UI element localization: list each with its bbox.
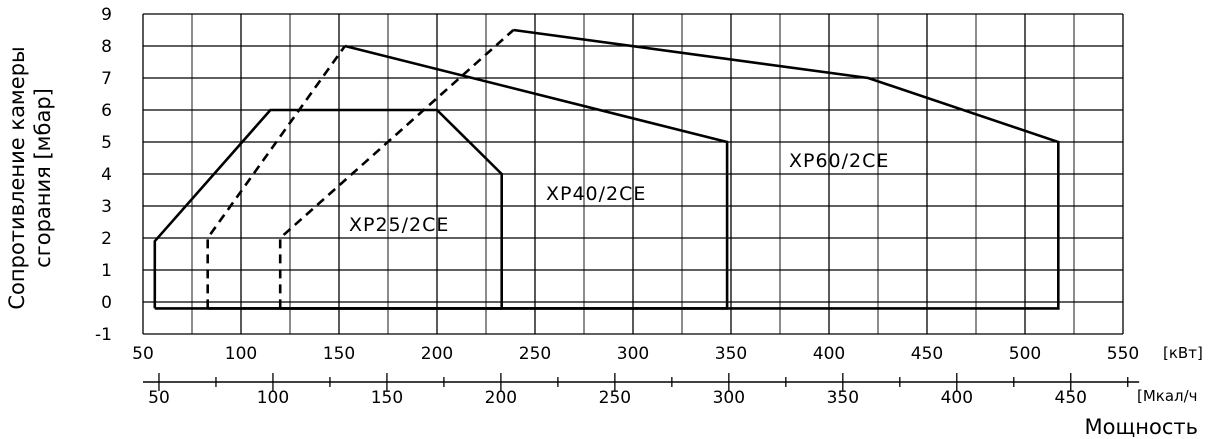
x-kw-tick-label: 150: [323, 344, 355, 364]
x-kw-tick-label: 200: [421, 344, 453, 364]
x-axis-label: Мощность: [1085, 415, 1198, 439]
series-label-xp60: XP60/2CE: [789, 150, 889, 172]
y-tick-label: 6: [101, 101, 112, 121]
x-unit-kw: [кВт]: [1163, 344, 1203, 362]
x-mcal-tick-label: 300: [713, 388, 745, 408]
x-kw-tick-label: 50: [132, 344, 154, 364]
y-tick-label: 4: [101, 165, 112, 185]
y-tick-label: 2: [101, 229, 112, 249]
x-unit-mcal: [Мкал/ч: [1137, 387, 1198, 405]
curves: [153, 28, 1060, 310]
curve-xp40-2ce: [207, 44, 729, 310]
x-mcal-tick-label: 250: [599, 388, 631, 408]
y-axis-label-line1: Сопротивление камеры: [5, 46, 29, 309]
curve-dashed-start: [206, 45, 346, 309]
x-mcal-tick-label: 400: [941, 388, 973, 408]
x-kw-tick-label: 550: [1107, 344, 1139, 364]
x-kw-tick-label: 300: [617, 344, 649, 364]
x-kw-tick-label: 500: [1009, 344, 1041, 364]
x-mcal-tick-label: 150: [371, 388, 403, 408]
x-kw-tick-label: 400: [813, 344, 845, 364]
x-mcal-tick-label: 450: [1055, 388, 1087, 408]
y-tick-label: 3: [101, 197, 112, 217]
y-tick-label: 1: [101, 261, 112, 281]
y-tick-label: 9: [101, 5, 112, 25]
grid: [142, 13, 1124, 335]
y-tick-label: 8: [101, 37, 112, 57]
x-axis-mcal: 50 100 150 200 250 300 350 400 450: [143, 373, 1140, 408]
x-mcal-tick-label: 100: [257, 388, 289, 408]
y-axis-ticks: -1 0 1 2 3 4 5 6 7 8 9: [95, 5, 112, 345]
x-kw-tick-label: 100: [225, 344, 257, 364]
x-mcal-tick-label: 50: [148, 388, 170, 408]
x-kw-tick-label: 350: [715, 344, 747, 364]
y-tick-label: 0: [101, 293, 112, 313]
y-axis-label-line2: сгорания [мбар]: [31, 88, 55, 268]
x-mcal-tick-label: 200: [485, 388, 517, 408]
x-kw-tick-label: 250: [519, 344, 551, 364]
curve-xp25-2ce: [153, 108, 504, 310]
x-axis-kw-ticks: 50 100 150 200 250 300 350 400 450 500 550: [132, 344, 1139, 364]
series-label-xp40: XP40/2CE: [546, 183, 646, 205]
curve-dashed-start: [278, 29, 515, 309]
y-tick-label: -1: [95, 325, 112, 345]
y-tick-label: 5: [101, 133, 112, 153]
x-kw-tick-label: 450: [911, 344, 943, 364]
x-mcal-tick-label: 350: [827, 388, 859, 408]
series-label-xp25: XP25/2CE: [349, 214, 449, 236]
y-tick-label: 7: [101, 69, 112, 89]
curve-xp60-2ce: [280, 28, 1060, 310]
